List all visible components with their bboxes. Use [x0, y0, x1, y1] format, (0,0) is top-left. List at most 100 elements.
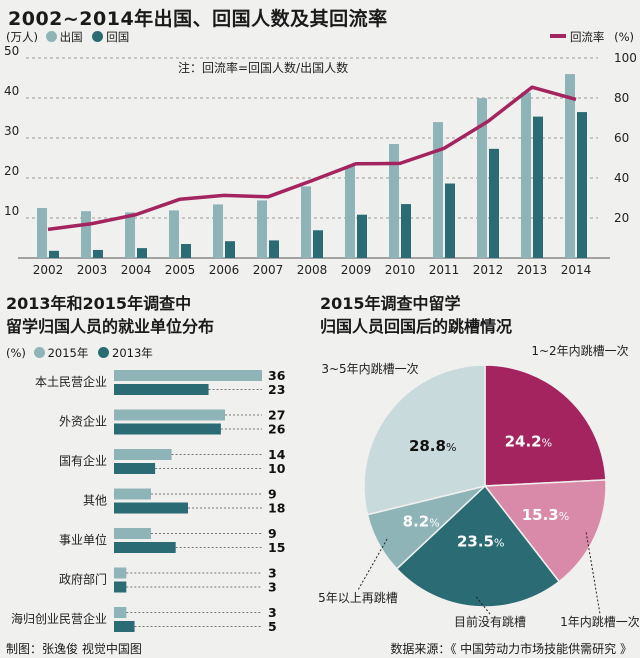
bar-out: [301, 186, 311, 258]
year-tick-label: 2014: [561, 263, 592, 277]
legend-2015-swatch: [33, 347, 45, 358]
bar-2015: [114, 370, 262, 381]
bar-back: [489, 148, 499, 258]
pie-slice: [395, 484, 561, 608]
pie-slice: [484, 364, 607, 487]
value-2015: 14: [268, 447, 286, 462]
right-tick-label: 100: [614, 51, 637, 65]
bar-out: [477, 98, 487, 258]
top-legend: (万人) 出国 回国: [6, 29, 129, 45]
bar-2013: [114, 463, 156, 474]
legend-rate-label: 回流率: [569, 30, 605, 44]
bar-2013: [114, 542, 176, 553]
left-tick-label: 20: [4, 164, 19, 178]
slice-category-label: 1年内跳槽一次: [560, 615, 640, 629]
year-tick-label: 2003: [77, 263, 108, 277]
return-rate-line: [47, 85, 577, 232]
year-tick-label: 2002: [33, 263, 64, 277]
bar-out: [433, 122, 443, 259]
top-legend-right: 回流率 (%): [549, 29, 634, 45]
slice-category-label: 5年以上再跳槽: [318, 591, 398, 605]
slice-category-label: 目前没有跳槽: [454, 614, 526, 629]
bar-chart-title: 2013年和2015年调查中 留学归国人员的就业单位分布: [6, 292, 214, 338]
bar-back: [93, 249, 103, 258]
value-2015: 9: [268, 487, 277, 502]
bar-chart-unit: (%): [6, 346, 26, 360]
value-2013: 26: [268, 422, 286, 437]
bar-back: [445, 183, 455, 258]
bar-back: [269, 240, 279, 258]
bar-2015: [114, 409, 225, 421]
bar-2015: [114, 488, 151, 500]
pie-chart-title-line2: 归国人员回国后的跳槽情况: [320, 317, 513, 336]
value-2013: 10: [268, 461, 286, 476]
bar-back: [313, 230, 323, 258]
legend-rate-swatch: [549, 34, 566, 38]
right-axis-unit: (%): [614, 30, 634, 44]
category-label: 事业单位: [59, 532, 107, 547]
legend-back-swatch: [92, 31, 104, 42]
year-tick-label: 2012: [473, 263, 504, 277]
bar-back: [401, 204, 411, 258]
slice-value-label: 8.2%: [403, 513, 440, 531]
value-2015: 9: [268, 526, 277, 541]
bar-back: [357, 214, 367, 258]
bar-chart-title-line2: 留学归国人员的就业单位分布: [6, 317, 215, 336]
category-label: 海归创业民营企业: [11, 611, 107, 626]
slice-category-label: 1~2年内跳槽一次: [531, 344, 628, 358]
category-label: 国有企业: [59, 453, 107, 468]
value-2013: 5: [268, 619, 277, 634]
year-tick-label: 2008: [297, 263, 328, 277]
value-2013: 3: [268, 580, 277, 595]
bar-2013: [114, 621, 135, 632]
slice-value-label: 24.2%: [505, 432, 552, 450]
bar-back: [181, 244, 191, 258]
pie-slice: [483, 479, 607, 583]
bar-out: [345, 166, 355, 258]
bar-out: [565, 74, 575, 258]
category-label: 本土民营企业: [35, 374, 107, 389]
bar-out: [37, 208, 47, 258]
bar-2013: [114, 423, 221, 435]
bar-out: [521, 92, 531, 258]
legend-2013-label: 2013年: [112, 346, 153, 360]
bar-out: [169, 210, 179, 258]
bar-out: [213, 204, 223, 258]
year-tick-label: 2007: [253, 263, 284, 277]
right-tick-label: 40: [614, 171, 629, 185]
pie-slice: [363, 364, 486, 516]
year-tick-label: 2005: [165, 263, 196, 277]
legend-back-label: 回国: [106, 30, 130, 44]
bar-chart-title-line1: 2013年和2015年调查中: [6, 294, 192, 313]
top-combo-chart: 10 20 30 40 50 20 40 60 80 100 2002 2003 2004 2005 200…: [4, 44, 637, 277]
pie-chart-title: 2015年调查中留学 归国人员回国后的跳槽情况: [320, 292, 512, 338]
left-axis-unit: (万人): [6, 30, 38, 44]
bar-out: [257, 200, 267, 258]
bar-2015: [114, 607, 127, 618]
value-2015: 3: [268, 566, 277, 581]
slice-category-label: 3~5年内跳槽一次: [321, 362, 418, 376]
left-tick-label: 50: [4, 44, 19, 58]
left-tick-label: 30: [4, 124, 19, 138]
pie-chart-title-line1: 2015年调查中留学: [320, 294, 461, 313]
bar-2013: [114, 384, 209, 395]
value-2013: 15: [268, 540, 285, 555]
bar-2015: [114, 449, 172, 460]
slice-leader-line: [585, 532, 601, 615]
right-tick-label: 60: [614, 131, 629, 145]
category-label: 外资企业: [59, 414, 107, 429]
value-2015: 36: [268, 368, 286, 383]
legend-2015-label: 2015年: [47, 346, 89, 360]
legend-out-swatch: [45, 31, 57, 42]
year-tick-label: 2013: [517, 263, 548, 277]
source-text: 数据来源：《 中国劳动力市场技能供需研究 》: [390, 642, 632, 656]
job-hopping-pie-chart: 24.2% 1~2年内跳槽一次 15.3% 1年内跳槽一次 23.5% 目前没有跳槽 8.2…: [318, 344, 640, 629]
year-tick-label: 2009: [341, 263, 372, 277]
year-tick-label: 2004: [121, 263, 152, 277]
year-tick-label: 2006: [209, 263, 240, 277]
bar-back: [533, 116, 543, 258]
slice-leader-line: [357, 538, 388, 591]
legend-2013-swatch: [98, 347, 109, 358]
bar-back: [577, 112, 587, 258]
